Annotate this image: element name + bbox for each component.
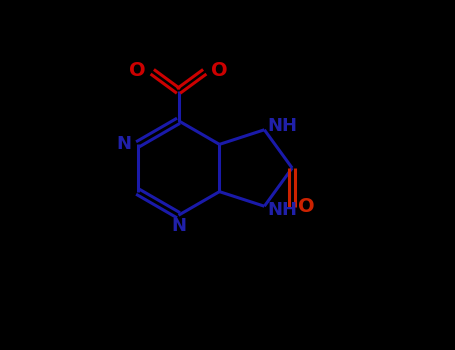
Text: N: N bbox=[116, 135, 131, 153]
Text: O: O bbox=[129, 61, 146, 79]
Text: O: O bbox=[298, 197, 315, 216]
Text: NH: NH bbox=[268, 117, 298, 134]
Text: O: O bbox=[211, 61, 228, 79]
Text: NH: NH bbox=[268, 202, 298, 219]
Text: N: N bbox=[171, 217, 186, 235]
